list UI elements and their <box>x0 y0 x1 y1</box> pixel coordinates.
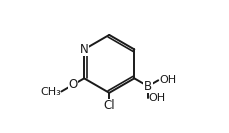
Text: CH₃: CH₃ <box>40 86 61 97</box>
Text: OH: OH <box>149 93 166 103</box>
Text: Cl: Cl <box>104 99 115 113</box>
Text: N: N <box>80 43 89 56</box>
Text: OH: OH <box>159 75 176 85</box>
Text: O: O <box>68 78 77 91</box>
Text: B: B <box>144 80 152 93</box>
